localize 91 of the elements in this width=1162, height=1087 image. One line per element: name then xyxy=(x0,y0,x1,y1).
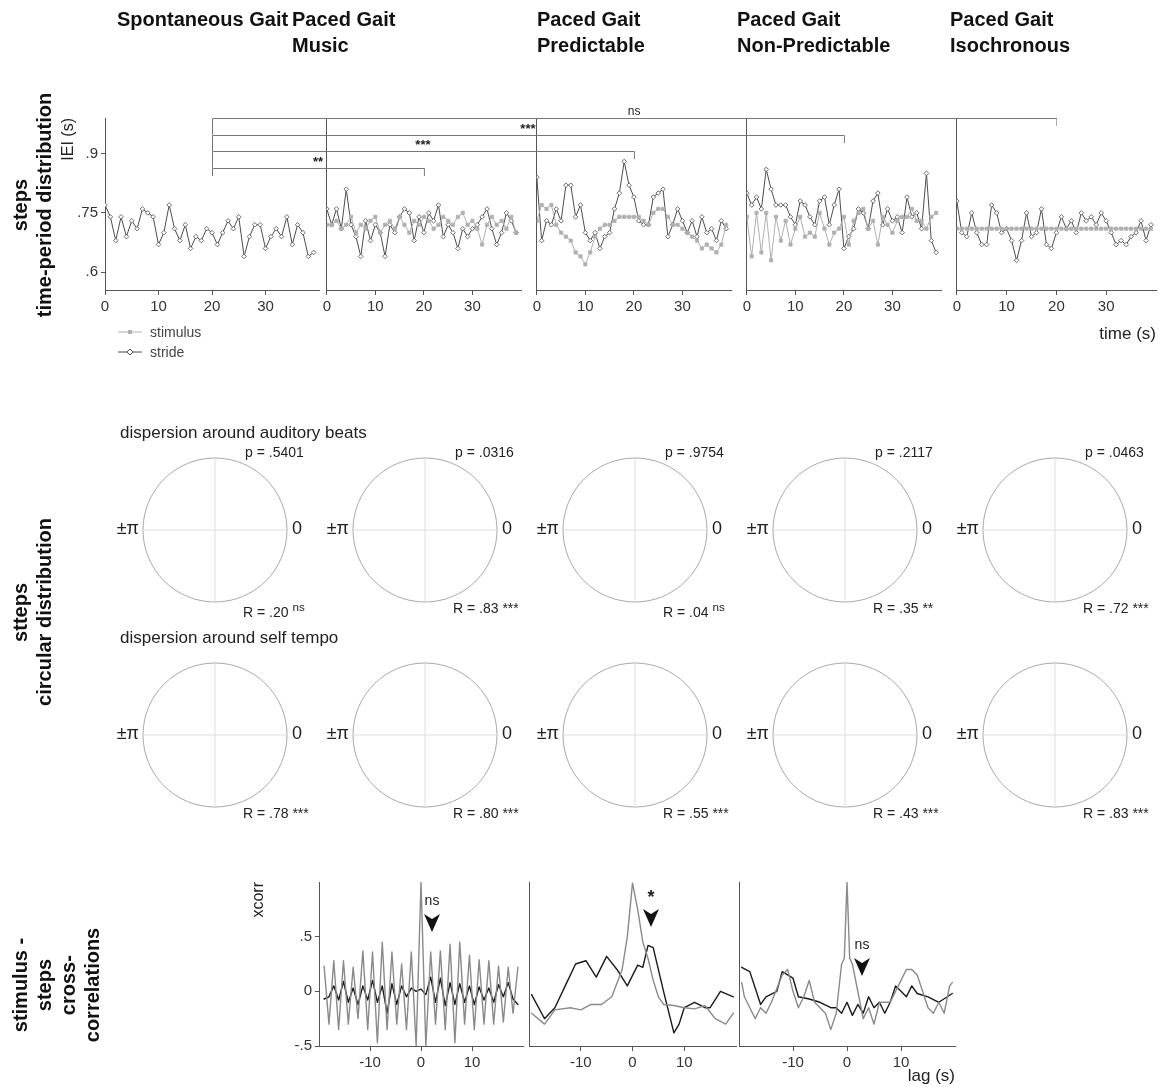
text: dispersion around self tempo xyxy=(120,628,339,648)
annotation: *** xyxy=(519,120,537,136)
annotation: * xyxy=(646,887,656,908)
y-axis-title: IEI (s) xyxy=(59,118,77,161)
x-tick-label: -10 xyxy=(359,1053,381,1071)
x-tick-label: 0 xyxy=(742,297,751,315)
x-axis-title: time (s) xyxy=(1099,324,1156,344)
text: ±π xyxy=(116,723,139,744)
chart-title: Paced Gait Predictable xyxy=(537,8,645,56)
y-tick-label: .6 xyxy=(85,262,98,280)
text: ±π xyxy=(746,723,769,744)
text: 0 xyxy=(1132,518,1143,539)
x-tick-label: 10 xyxy=(998,297,1015,315)
text: p = .9754 xyxy=(665,444,724,460)
x-tick-label: 20 xyxy=(1048,297,1065,315)
text: steps time-period distribution xyxy=(8,92,56,318)
legend-label: stimulus xyxy=(150,324,202,340)
x-tick-label: -10 xyxy=(782,1053,804,1071)
text: stimulus - steps cross-correlations xyxy=(8,927,104,1043)
text: R = .83 *** xyxy=(1083,805,1149,821)
chart-title: Spontaneous Gait xyxy=(117,8,289,30)
x-tick-label: 0 xyxy=(416,1053,426,1071)
x-tick-label: 20 xyxy=(203,297,221,315)
text: ±π xyxy=(956,518,979,539)
text: ±π xyxy=(536,723,559,744)
x-tick-label: 0 xyxy=(532,297,541,315)
x-tick-label: 30 xyxy=(884,297,901,315)
x-tick-label: 0 xyxy=(842,1053,852,1071)
x-tick-label: 0 xyxy=(100,297,110,315)
text: R = .80 *** xyxy=(453,805,519,821)
legend-label: stride xyxy=(150,344,185,360)
text: R = .55 *** xyxy=(663,805,729,821)
y-tick-label: .9 xyxy=(85,143,98,161)
text: ±π xyxy=(326,723,349,744)
text: R = .04 $^{ns}$ xyxy=(663,600,725,620)
text: p = .2117 xyxy=(875,444,933,460)
text: 0 xyxy=(502,518,513,539)
annotation: *** xyxy=(414,137,432,153)
annotation: ns xyxy=(423,892,441,908)
text: 0 xyxy=(922,723,933,744)
x-tick-label: 0 xyxy=(628,1053,637,1071)
x-tick-label: 30 xyxy=(464,297,481,315)
x-tick-label: 10 xyxy=(892,1053,910,1071)
x-tick-label: 30 xyxy=(1097,297,1115,315)
text: ±π xyxy=(326,518,349,539)
text: 0 xyxy=(922,518,933,539)
chart-title: Paced Gait Isochronous xyxy=(950,8,1071,56)
text: R = .78 *** xyxy=(243,805,309,821)
text: dispersion around auditory beats xyxy=(120,423,367,443)
y-tick-label: -.5 xyxy=(294,1036,312,1054)
text: 0 xyxy=(712,723,723,744)
text: R = .83 *** xyxy=(453,600,519,616)
x-tick-label: 20 xyxy=(625,297,643,315)
text: stteps circular distribution xyxy=(8,518,56,706)
annotation: ns xyxy=(853,936,871,952)
text: ±π xyxy=(536,518,559,539)
x-tick-label: 10 xyxy=(787,297,804,315)
y-tick-label: .5 xyxy=(299,926,312,944)
x-tick-label: 0 xyxy=(952,297,961,315)
text: ±π xyxy=(956,723,979,744)
x-tick-label: 10 xyxy=(675,1053,693,1071)
text: 0 xyxy=(502,723,513,744)
text: p = .0463 xyxy=(1085,444,1144,460)
y-tick-label: .75 xyxy=(77,203,98,221)
x-tick-label: 20 xyxy=(835,297,853,315)
x-tick-label: 30 xyxy=(674,297,691,315)
text: 0 xyxy=(1132,723,1143,744)
text: R = .43 *** xyxy=(873,805,939,821)
x-tick-label: 30 xyxy=(257,297,274,315)
chart-title: Paced Gait Non-Predictable xyxy=(737,8,891,56)
text: ±π xyxy=(746,518,769,539)
text: R = .20 $^{ns}$ xyxy=(243,600,305,620)
chart-title: Paced Gait Music xyxy=(292,8,396,56)
text: p = .5401 xyxy=(245,444,304,460)
x-tick-label: 10 xyxy=(577,297,594,315)
x-tick-label: 0 xyxy=(322,297,331,315)
annotation: ns xyxy=(626,104,642,118)
x-axis-title: lag (s) xyxy=(907,1066,955,1086)
text: p = .0316 xyxy=(455,444,514,460)
annotation: ** xyxy=(311,154,324,170)
x-tick-label: 10 xyxy=(367,297,384,315)
text: R = .35 ** xyxy=(873,600,934,616)
x-tick-label: 10 xyxy=(150,297,167,315)
x-tick-label: 20 xyxy=(415,297,433,315)
x-tick-label: 10 xyxy=(463,1053,481,1071)
y-axis-title: xcorr xyxy=(249,881,267,918)
text: R = .72 *** xyxy=(1083,600,1149,616)
x-tick-label: -10 xyxy=(569,1053,592,1071)
text: 0 xyxy=(712,518,723,539)
text: ±π xyxy=(116,518,139,539)
y-tick-label: 0 xyxy=(303,981,312,999)
